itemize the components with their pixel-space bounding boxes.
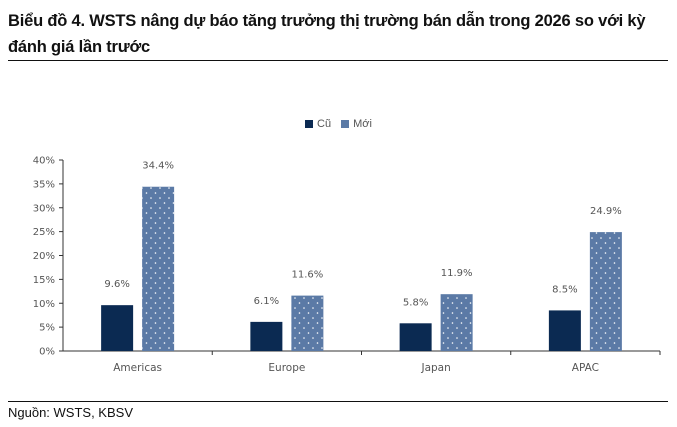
bar-value-label: 24.9%: [590, 206, 622, 217]
bar-value-label: 11.9%: [441, 268, 473, 279]
legend-label-old: Cũ: [317, 118, 332, 130]
x-category-label: Europe: [268, 362, 305, 374]
y-tick-label: 30%: [33, 203, 55, 214]
source-note: Nguồn: WSTS, KBSV: [8, 405, 133, 420]
chart-title: Biểu đồ 4. WSTS nâng dự báo tăng trưởng …: [8, 12, 646, 56]
chart-legend: Cũ Mới: [305, 118, 372, 130]
chart-bars: 9.6% 34.4% 6.1% 11.6% 5.8% 11.9% 8.5% 24.9%: [101, 161, 622, 351]
bar-value-label: 6.1%: [254, 296, 279, 307]
bar-value-label: 34.4%: [142, 161, 174, 172]
bar-new: [142, 186, 175, 351]
legend-swatch-old: [305, 120, 313, 128]
x-category-label: Americas: [113, 362, 162, 374]
x-category-label: APAC: [572, 362, 599, 374]
chart-axes: 0% 5% 10% 15% 20% 25% 30% 35% 40% Americas Europe J…: [33, 156, 661, 374]
title-divider: [8, 60, 668, 61]
y-tick-label: 5%: [39, 323, 55, 334]
y-tick-label: 40%: [33, 156, 55, 167]
bar-value-label: 9.6%: [104, 279, 129, 290]
y-tick-label: 10%: [33, 299, 55, 310]
bar-old: [548, 310, 581, 351]
bar-old: [250, 321, 283, 351]
footer-divider: [8, 401, 668, 402]
x-category-label: Japan: [420, 362, 450, 374]
bar-new: [291, 295, 324, 351]
legend-item-new: Mới: [341, 118, 372, 130]
y-tick-label: 20%: [33, 251, 55, 262]
y-tick-label: 0%: [39, 347, 55, 358]
bar-old: [101, 305, 134, 351]
bar-value-label: 8.5%: [552, 284, 577, 295]
bar-value-label: 5.8%: [403, 297, 428, 308]
legend-item-old: Cũ: [305, 118, 331, 130]
bar-new: [589, 232, 622, 351]
legend-swatch-new: [341, 120, 350, 128]
legend-label-new: Mới: [353, 118, 372, 130]
y-tick-label: 35%: [33, 179, 55, 190]
bar-new: [440, 294, 473, 351]
y-tick-label: 25%: [33, 227, 55, 238]
bar-value-label: 11.6%: [291, 270, 323, 281]
bar-old: [399, 323, 432, 351]
y-tick-label: 15%: [33, 275, 55, 286]
